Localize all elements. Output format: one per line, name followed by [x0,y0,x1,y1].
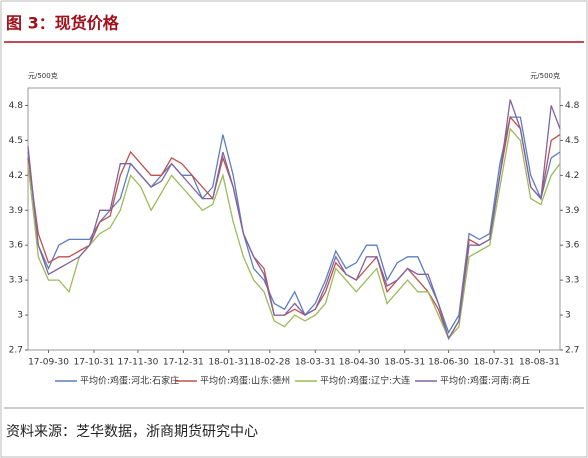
y2-tick-label: 2.7 [565,346,579,356]
x-tick-label: 18-01-31 [208,358,249,368]
y2-tick-label: 4.5 [565,136,579,146]
plot-area [27,87,561,351]
y-tick-label: 4.5 [9,136,23,146]
y2-tick-label: 4.2 [565,171,579,181]
line-series [27,115,561,340]
chart-title: 图 3：现货价格 [6,14,120,33]
legend-label: 平均价:鸡蛋:河北:石家庄 [80,375,179,387]
line-series [27,127,561,340]
y-tick-label: 4.8 [9,101,24,111]
x-tick-label: 18-06-30 [428,358,469,368]
x-tick-label: 17-11-30 [117,358,158,368]
y2-tick-label: 3.9 [565,206,580,216]
y-tick-label: 3.3 [9,276,23,286]
legend-label: 平均价:鸡蛋:山东:德州 [200,375,290,387]
legend-label: 平均价:鸡蛋:河南:商丘 [440,375,530,387]
x-tick-label: 18-08-31 [519,358,560,368]
y2-tick-label: 3.3 [565,276,579,286]
y-tick-label: 2.7 [9,346,23,356]
line-series [27,99,561,341]
y2-tick-label: 4.8 [565,101,580,111]
legend-label: 平均价:鸡蛋:辽宁:大连 [320,375,410,387]
x-tick-label: 17-10-31 [74,358,115,368]
y-tick-label: 4.2 [9,171,23,181]
y-unit: 元/500克 [28,72,58,80]
x-tick-label: 18-02-28 [249,358,290,368]
x-tick-label: 18-07-31 [474,358,515,368]
x-tick-label: 18-05-31 [384,358,425,368]
x-tick-label: 18-04-30 [339,358,380,368]
x-tick-label: 18-03-31 [295,358,336,368]
y2-unit: 元/500克 [530,72,560,80]
x-tick-label: 17-09-30 [28,358,69,368]
y2-tick-label: 3.6 [565,241,580,251]
y-tick-label: 3.6 [9,241,24,251]
x-tick-label: 17-12-31 [163,358,204,368]
y2-tick-label: 3 [565,311,571,321]
y-tick-label: 3.9 [9,206,24,216]
source: 资料来源：芝华数据，浙商期货研究中心 [6,423,258,440]
y-tick-label: 3 [17,311,23,321]
line-series [27,116,561,335]
